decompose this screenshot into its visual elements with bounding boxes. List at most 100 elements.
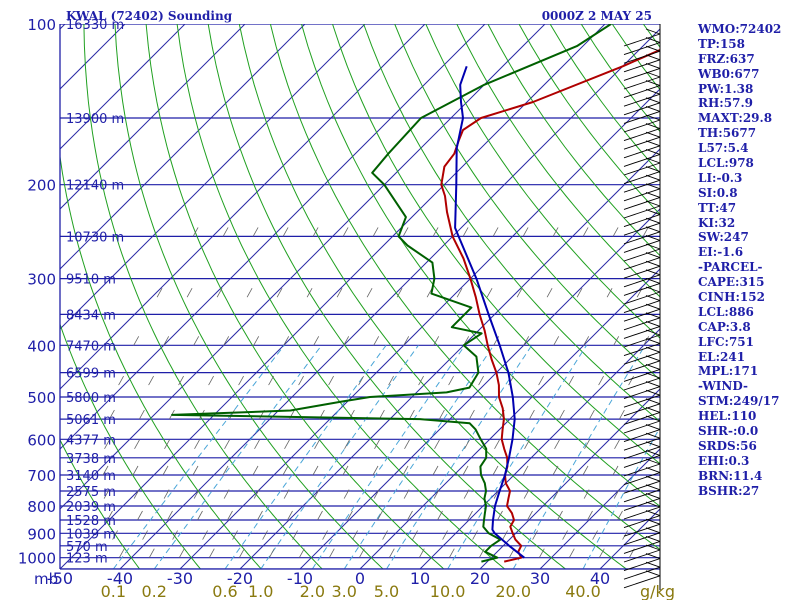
moist-adiabat-dash [276, 288, 283, 298]
moist-adiabat-dash [372, 227, 379, 237]
index-item: PW:1.38 [698, 81, 754, 96]
wind-barb [623, 363, 661, 382]
mixing-ratio-tick-label: 0.6 [212, 582, 237, 600]
moist-adiabat-dash [164, 439, 170, 449]
wind-barb [623, 484, 661, 503]
height-label: 12140 m [66, 179, 124, 194]
index-item: MAXT:29.8 [698, 111, 773, 126]
height-label: 123 m [66, 552, 108, 567]
index-item: MPL:171 [698, 364, 759, 379]
moist-adiabat-dash [492, 227, 499, 237]
moist-adiabat-dash [194, 439, 200, 449]
moist-adiabat-dash [583, 489, 590, 499]
mixing-ratio-line [343, 345, 495, 569]
index-item: RH:57.9 [698, 96, 753, 111]
wind-barb [623, 157, 661, 176]
moist-adiabat-dash [614, 439, 620, 449]
moist-adiabat-dash [156, 288, 163, 298]
moist-adiabat-dash [112, 530, 118, 540]
moist-adiabat-dash [366, 288, 373, 298]
height-label: 1039 m [66, 527, 116, 542]
moist-adiabat-dash [418, 375, 424, 386]
moist-adiabat-dash [529, 409, 535, 420]
moist-adiabat-dash [486, 288, 493, 298]
moist-adiabat-dash [617, 510, 623, 521]
moist-adiabat-dash [554, 439, 560, 449]
wind-barb [623, 406, 661, 425]
moist-adiabat-dash [407, 510, 413, 521]
moist-adiabat-dash [538, 548, 545, 558]
moist-adiabat-dash [186, 288, 193, 298]
height-label: 7470 m [66, 339, 116, 354]
temperature-tick-label: -50 [47, 569, 73, 588]
moist-adiabat-dash [524, 439, 530, 449]
moist-adiabat-dash [557, 510, 563, 521]
moist-adiabat-dash [492, 465, 499, 476]
height-label: 1528 m [66, 514, 116, 529]
moist-adiabat-dash [374, 439, 380, 449]
dry-adiabat-line [238, 24, 627, 569]
temperature-tick-label: -30 [167, 569, 193, 588]
moist-adiabat-dash [582, 227, 589, 237]
moist-adiabat-dash [342, 465, 349, 476]
moist-adiabat-dash [619, 409, 625, 420]
wind-barb [623, 140, 661, 159]
index-item: BRN:11.4 [698, 468, 763, 483]
moist-adiabat-dash [373, 489, 380, 499]
moist-adiabat-dash [402, 465, 409, 476]
dry-adiabat-line [425, 24, 660, 339]
wind-barb [623, 252, 661, 271]
moist-adiabat-dash [222, 227, 229, 237]
moist-adiabat-dash [418, 548, 425, 558]
index-item: LFC:751 [698, 334, 754, 349]
moist-adiabat-dash [104, 439, 110, 449]
moist-adiabat-dash [404, 439, 410, 449]
temperature-profile [440, 48, 660, 563]
wind-barb [623, 191, 661, 210]
moist-adiabat-dash [284, 439, 290, 449]
moist-adiabat-dash [622, 530, 628, 540]
moist-adiabat-dash [229, 409, 235, 420]
moist-adiabat-dash [298, 548, 305, 558]
isotherm-line [539, 448, 660, 569]
moist-adiabat-dash [568, 548, 575, 558]
wind-barb [623, 37, 661, 56]
wind-barb [623, 226, 661, 245]
moist-adiabat-dash [232, 530, 238, 540]
height-label: 9510 m [66, 273, 116, 288]
moist-adiabat-dash [372, 465, 379, 476]
dry-adiabat-line [60, 322, 201, 569]
isotherm-line [419, 328, 660, 569]
moist-adiabat-dash [253, 336, 260, 346]
moist-adiabat-dash [118, 548, 125, 558]
wind-barb [623, 449, 661, 468]
wind-barb [623, 148, 661, 167]
wind-barb [623, 467, 661, 486]
station-title: KWAL (72402) Sounding [66, 9, 233, 23]
dry-adiabat-line [60, 438, 141, 569]
wind-barb [623, 475, 661, 494]
height-label: 3738 m [66, 452, 116, 467]
moist-adiabat-dash [478, 375, 484, 386]
mixing-ratio-tick-label: 1.0 [248, 582, 273, 600]
height-label: 4377 m [66, 433, 116, 448]
moist-adiabat-dash [257, 510, 263, 521]
moist-adiabat-dash [322, 530, 328, 540]
isotherm-line [60, 24, 306, 270]
moist-adiabat-dash [523, 489, 530, 499]
wind-barb [623, 544, 661, 563]
moist-adiabat-dash [382, 530, 388, 540]
moist-adiabat-dash [612, 227, 619, 237]
temperature-tick-label: -10 [287, 569, 313, 588]
moist-adiabat-dash [328, 548, 335, 558]
moist-adiabat-dash [552, 227, 559, 237]
moist-adiabat-dash [133, 336, 140, 346]
wind-barb [623, 346, 661, 365]
moist-adiabat-dash [493, 489, 500, 499]
pressure-unit-label: mb [34, 570, 58, 588]
moist-adiabat-dash [462, 465, 469, 476]
moist-adiabat-dash [208, 548, 215, 558]
moist-adiabat-dash [532, 530, 538, 540]
index-item: SI:0.8 [698, 185, 738, 200]
moist-adiabat-dash [469, 409, 475, 420]
